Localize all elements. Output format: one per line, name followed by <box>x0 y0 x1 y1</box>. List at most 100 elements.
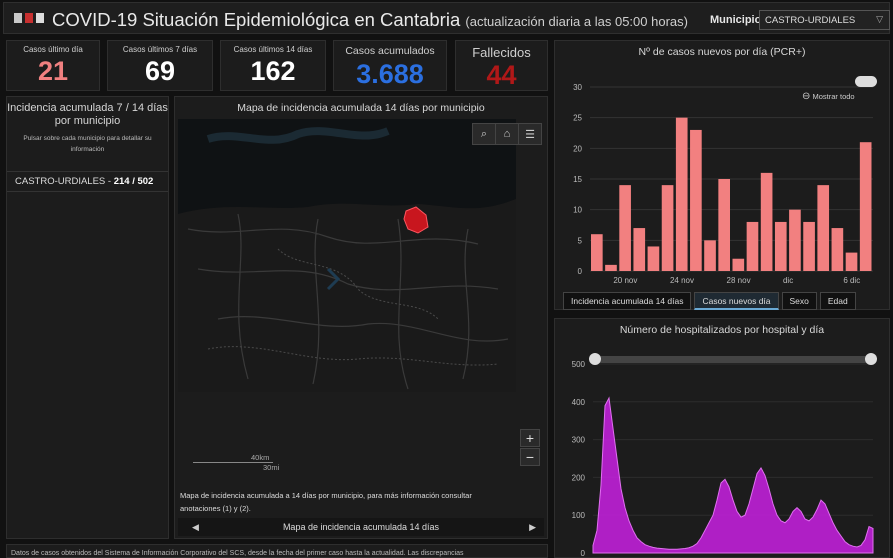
bar <box>817 185 830 271</box>
kpi-fallecidos: Fallecidos 44 <box>455 40 548 91</box>
bar <box>746 221 759 271</box>
y-tick-label: 0 <box>578 267 583 276</box>
kpi-label: Fallecidos <box>472 45 531 60</box>
chart-tabs: Incidencia acumulada 14 días Casos nuevo… <box>563 292 856 310</box>
y-tick-label: 15 <box>573 175 582 184</box>
zoom-out-icon: ⊖ <box>802 91 811 102</box>
x-tick-label: 6 dic <box>843 276 860 285</box>
title-text: COVID-19 Situación Epidemiológica en Can… <box>52 9 461 30</box>
list-item-castro-urdiales[interactable]: CASTRO-URDIALES - 214 / 502 <box>7 171 168 192</box>
tab-edad[interactable]: Edad <box>819 292 856 310</box>
kpi-value: 44 <box>486 60 517 90</box>
municipio-label: Municipio <box>710 14 762 26</box>
data-source-note: Datos de casos obtenidos del Sistema de … <box>6 544 548 558</box>
bar <box>760 172 773 271</box>
bar <box>774 221 787 271</box>
kpi-label: Casos acumulados <box>345 45 435 57</box>
map-description: Mapa de incidencia acumulada a 14 días p… <box>180 491 472 513</box>
next-arrow-icon[interactable]: ▶ <box>529 522 536 532</box>
kpi-label: Casos último día <box>23 45 83 54</box>
page-title: COVID-19 Situación Epidemiológica en Can… <box>52 9 688 31</box>
bar <box>732 258 745 271</box>
zoom-out-button[interactable]: − <box>520 448 540 466</box>
y-tick-label: 5 <box>578 236 583 245</box>
zoom-in-button[interactable]: + <box>520 429 540 447</box>
tab-incidencia[interactable]: Incidencia acumulada 14 días <box>563 292 692 310</box>
range-handle[interactable] <box>855 76 877 87</box>
tab-casos-nuevos[interactable]: Casos nuevos día <box>694 292 779 310</box>
bar <box>704 240 716 271</box>
incidence-note: Pulsar sobre cada municipio para detalla… <box>23 135 152 153</box>
bar <box>661 185 674 271</box>
bar <box>831 228 844 271</box>
map-footer-label: Mapa de incidencia acumulada 14 días <box>282 522 440 532</box>
incidence-list-panel: Incidencia acumulada 7 / 14 días por mun… <box>6 96 169 539</box>
range-slider-track <box>593 356 873 363</box>
chart-title: Nº de casos nuevos por día (PCR+) <box>638 46 806 58</box>
map-scale-bar: 40km 30mi <box>193 453 280 472</box>
chevron-down-icon: ▽ <box>876 14 883 24</box>
bar <box>845 252 858 271</box>
bar <box>803 221 815 271</box>
y-tick-label: 20 <box>573 144 582 153</box>
x-tick-label: dic <box>783 276 793 285</box>
search-icon[interactable]: ⌕ <box>473 124 496 144</box>
map-svg <box>178 119 516 392</box>
x-tick-label: 20 nov <box>613 276 637 285</box>
kpi-value: 162 <box>250 56 296 86</box>
municipio-selected-value: CASTRO-URDIALES <box>765 15 856 26</box>
y-tick-label: 300 <box>572 436 586 445</box>
kpi-casos-ultimo-dia: Casos último día 21 <box>6 40 100 91</box>
bar <box>789 209 801 271</box>
kpi-casos-7-dias: Casos últimos 7 días 69 <box>107 40 213 91</box>
app-header: COVID-19 Situación Epidemiológica en Can… <box>3 2 890 34</box>
hosp-chart-title: Número de hospitalizados por hospital y … <box>619 324 825 336</box>
home-icon[interactable]: ⌂ <box>496 124 519 144</box>
range-slider-handle <box>865 353 877 365</box>
scale-km: 40km <box>251 453 270 462</box>
bar <box>605 264 617 271</box>
map-title: Mapa de incidencia acumulada 14 días por… <box>237 102 485 114</box>
area-series <box>592 396 874 554</box>
kpi-value: 69 <box>144 56 176 86</box>
bar <box>591 234 603 271</box>
map-footer-nav: ◀ Mapa de incidencia acumulada 14 días ▶ <box>178 518 544 536</box>
list-icon[interactable]: ☰ <box>525 128 535 141</box>
subtitle-text: (actualización diaria a las 05:00 horas) <box>465 14 688 29</box>
y-tick-label: 30 <box>573 83 582 92</box>
y-tick-label: 200 <box>572 473 586 482</box>
kpi-casos-acumulados: Casos acumulados 3.688 <box>333 40 447 91</box>
x-tick-label: 24 nov <box>670 276 694 285</box>
municipio-select[interactable]: CASTRO-URDIALES ▽ <box>759 10 890 30</box>
hospitalizados-chart-panel: Número de hospitalizados por hospital y … <box>554 318 890 558</box>
prev-arrow-icon[interactable]: ◀ <box>192 522 199 532</box>
casos-nuevos-chart-panel: Nº de casos nuevos por día (PCR+) 0 5 10 15… <box>554 40 890 310</box>
show-all-label: Mostrar todo <box>812 92 855 101</box>
scale-mi: 30mi <box>263 463 280 472</box>
y-tick-label: 10 <box>573 206 582 215</box>
kpi-value: 3.688 <box>356 59 424 89</box>
x-tick-label: 28 nov <box>727 276 751 285</box>
y-tick-label: 400 <box>572 398 586 407</box>
kpi-label: Casos últimos 14 días <box>233 45 313 54</box>
area-chart-svg: 0 100 200 300 400 500 <box>572 353 877 558</box>
map-panel: Mapa de incidencia acumulada 14 días por… <box>174 96 548 539</box>
kpi-value: 21 <box>37 56 69 86</box>
tab-sexo[interactable]: Sexo <box>781 292 817 310</box>
kpi-casos-14-dias: Casos últimos 14 días 162 <box>220 40 326 91</box>
cantabria-flag-icon <box>14 13 44 23</box>
show-all-button[interactable]: ⊖ Mostrar todo <box>802 91 855 102</box>
bar <box>647 246 660 271</box>
bar <box>690 129 702 271</box>
list-item-name: CASTRO-URDIALES - <box>15 176 114 187</box>
range-slider-handle <box>589 353 601 365</box>
bar <box>619 185 631 271</box>
bar <box>718 179 730 271</box>
map-toolbar: ⌕ ⌂ ☰ <box>472 123 542 145</box>
bar <box>675 117 688 271</box>
map-canvas[interactable] <box>178 119 516 392</box>
y-tick-label: 25 <box>573 114 582 123</box>
y-tick-label: 0 <box>581 549 586 558</box>
bar <box>633 228 646 271</box>
y-tick-label: 500 <box>572 360 586 369</box>
